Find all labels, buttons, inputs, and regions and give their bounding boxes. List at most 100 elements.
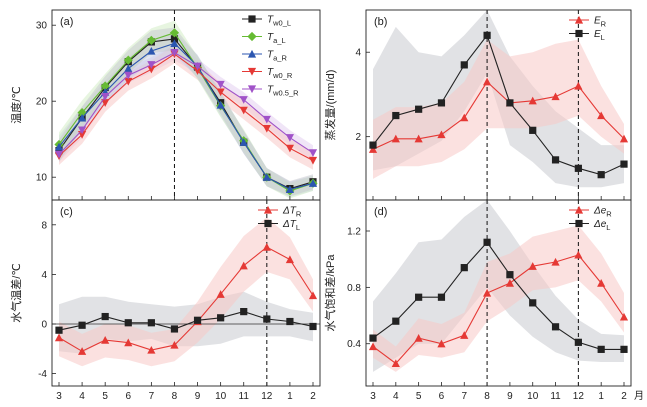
point-ΔT_R-1 — [285, 255, 295, 264]
y-tick-label: 0.4 — [347, 339, 361, 350]
x-tick-label: 8 — [172, 391, 178, 402]
x-tick-label: 7 — [149, 391, 155, 402]
point-Δe_L-2 — [620, 345, 628, 353]
x-tick-label: 9 — [195, 391, 201, 402]
point-E_L-12 — [574, 164, 582, 172]
legend-subscript: L — [606, 223, 610, 232]
x-tick-label: 11 — [239, 391, 250, 402]
point-Δe_L-1 — [597, 345, 605, 353]
point-Δe_R-9 — [505, 279, 515, 287]
point-T_w0.5_R-10 — [216, 80, 225, 89]
x-tick-label: 9 — [507, 391, 513, 402]
point-Δe_R-1 — [597, 279, 606, 287]
point-Δe_R-8 — [482, 288, 492, 297]
y-tick-label: 0 — [41, 320, 47, 331]
band-T_w0_L — [59, 27, 313, 197]
legend-label-Δe_L: ΔeL — [593, 219, 610, 232]
panel-a-plot-area — [54, 10, 318, 200]
legend-subscript: a_L — [273, 36, 286, 45]
point-E_R-5 — [414, 134, 423, 143]
point-E_L-2 — [620, 160, 628, 168]
point-E_L-11 — [551, 156, 560, 164]
legend-label-T_w0.5_R: Tw0.5_R — [267, 85, 299, 98]
point-ΔT_L-12 — [263, 315, 271, 323]
legend-subscript: w0_R — [272, 71, 293, 80]
point-ΔT_L-10 — [217, 314, 225, 322]
point-ΔT_R-7 — [147, 345, 156, 354]
point-Δe_R-5 — [414, 333, 423, 342]
x-tick-label: 3 — [370, 391, 376, 402]
point-Δe_L-9 — [506, 271, 514, 279]
point-T_a_R-12 — [262, 173, 271, 181]
point-ΔT_L-2 — [309, 322, 317, 331]
point-Δe_L-12 — [574, 338, 582, 346]
point-T_a_R-3 — [54, 142, 64, 151]
legend-marker-T_a_L — [247, 31, 257, 42]
point-E_R-10 — [528, 96, 537, 105]
legend-marker-E_L — [575, 29, 583, 38]
point-ΔT_L-5 — [101, 312, 109, 321]
legend-label-ΔT_R: ΔTR — [282, 206, 302, 219]
legend-label-E_L: EL — [594, 29, 605, 42]
panel-b-plot-area — [368, 10, 629, 200]
x-tick-label: 8 — [484, 391, 490, 402]
y-axis-label: 水气温差/℃ — [9, 263, 23, 322]
point-E_L-10 — [529, 126, 537, 134]
point-Δe_L-3 — [369, 334, 377, 342]
legend-symbol: E — [594, 29, 601, 40]
legend-label-Δe_R: ΔeR — [593, 206, 612, 219]
point-E_L-6 — [437, 99, 446, 107]
band-Δe_R — [373, 225, 624, 372]
y-tick-label: 4 — [41, 270, 47, 281]
point-Δe_R-3 — [368, 342, 378, 351]
point-E_L-3 — [369, 141, 377, 149]
legend-marker-E_R — [574, 15, 584, 24]
series-line-T_w0.5_R — [58, 51, 314, 155]
x-tick-label: 2 — [621, 391, 627, 402]
series-line-Δe_L — [372, 241, 624, 350]
legend-symbol: T — [267, 50, 274, 61]
series-line-T_a_R — [58, 42, 314, 190]
point-E_L-1 — [597, 171, 605, 179]
point-T_w0_R-11 — [239, 106, 248, 115]
legend-marker-Δe_R — [574, 205, 584, 214]
legend-symbol: ΔT — [282, 206, 297, 217]
legend-label-T_w0_R: Tw0_R — [267, 67, 293, 80]
x-tick-label: 5 — [416, 391, 422, 402]
legend-subscript: a_R — [273, 54, 287, 63]
y-tick-label: 1.2 — [347, 227, 361, 238]
legend-marker-ΔT_R — [263, 205, 273, 214]
point-ΔT_R-4 — [77, 347, 87, 355]
point-E_L-9 — [506, 99, 514, 107]
panel-label: (c) — [60, 206, 73, 218]
point-T_a_R-2 — [308, 179, 318, 187]
point-T_w0.5_R-2 — [308, 149, 318, 157]
x-tick-label: 3 — [56, 391, 62, 402]
y-tick-label: 30 — [36, 21, 48, 32]
point-T_a_L-8 — [169, 28, 180, 38]
x-tick-label: 4 — [79, 391, 85, 402]
point-T_a_R-4 — [77, 113, 87, 122]
legend-subscript: w0.5_R — [272, 89, 299, 98]
y-tick-label: 4 — [355, 48, 361, 59]
x-tick-label: 10 — [527, 391, 539, 402]
legend-symbol: ΔT — [282, 219, 297, 230]
point-E_L-5 — [415, 105, 423, 113]
point-E_R-2 — [619, 134, 629, 143]
y-tick-label: 20 — [36, 97, 48, 108]
point-Δe_R-2 — [619, 312, 629, 321]
legend-symbol: T — [267, 67, 274, 78]
point-T_a_R-10 — [216, 100, 225, 109]
legend-marker-T_a_R — [247, 49, 257, 58]
panel-label: (a) — [60, 16, 73, 28]
point-ΔT_R-11 — [239, 261, 248, 270]
legend-symbol: T — [267, 15, 274, 26]
point-T_w0.5_R-1 — [285, 134, 295, 142]
point-Δe_L-4 — [392, 317, 400, 325]
x-tick-label: 10 — [215, 391, 227, 402]
